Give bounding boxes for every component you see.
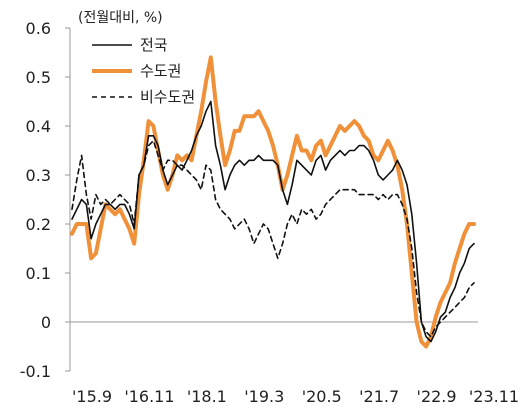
y-tick-label: 0.6 bbox=[26, 19, 51, 38]
x-tick-label: '20.5 bbox=[302, 387, 342, 406]
y-tick-label: 0.1 bbox=[26, 264, 51, 283]
x-tick-label: '22.9 bbox=[417, 387, 457, 406]
series-line-3 bbox=[71, 139, 475, 338]
x-tick-label: '19.3 bbox=[244, 387, 284, 406]
x-tick-label: '16.11 bbox=[124, 387, 174, 406]
series-layer bbox=[70, 55, 476, 349]
x-tick-label: '23.11 bbox=[469, 387, 519, 406]
x-tick-label: '21.7 bbox=[359, 387, 399, 406]
series-line-2 bbox=[70, 55, 476, 349]
y-tick-label: 0.3 bbox=[26, 166, 51, 185]
x-tick-label: '18.1 bbox=[187, 387, 227, 406]
legend-label: 전국 bbox=[140, 36, 168, 54]
y-tick-label: 0.5 bbox=[26, 68, 51, 87]
legend-label: 비수도권 bbox=[140, 88, 195, 106]
x-tick-label: '15.9 bbox=[72, 387, 112, 406]
y-tick-label: 0 bbox=[41, 313, 51, 332]
y-tick-label: 0.4 bbox=[26, 117, 51, 136]
y-tick-label: -0.1 bbox=[20, 362, 51, 381]
y-tick-label: 0.2 bbox=[26, 215, 51, 234]
legend-label: 수도권 bbox=[140, 62, 181, 80]
y-axis: -0.1 0 0.1 0.2 0.3 0.4 0.5 0.6 bbox=[20, 19, 71, 381]
unit-label: (전월대비, %) bbox=[78, 10, 163, 26]
x-axis: '15.9 '16.11 '18.1 '19.3 '20.5 '21.7 '22.9 '23.… bbox=[70, 321, 519, 406]
